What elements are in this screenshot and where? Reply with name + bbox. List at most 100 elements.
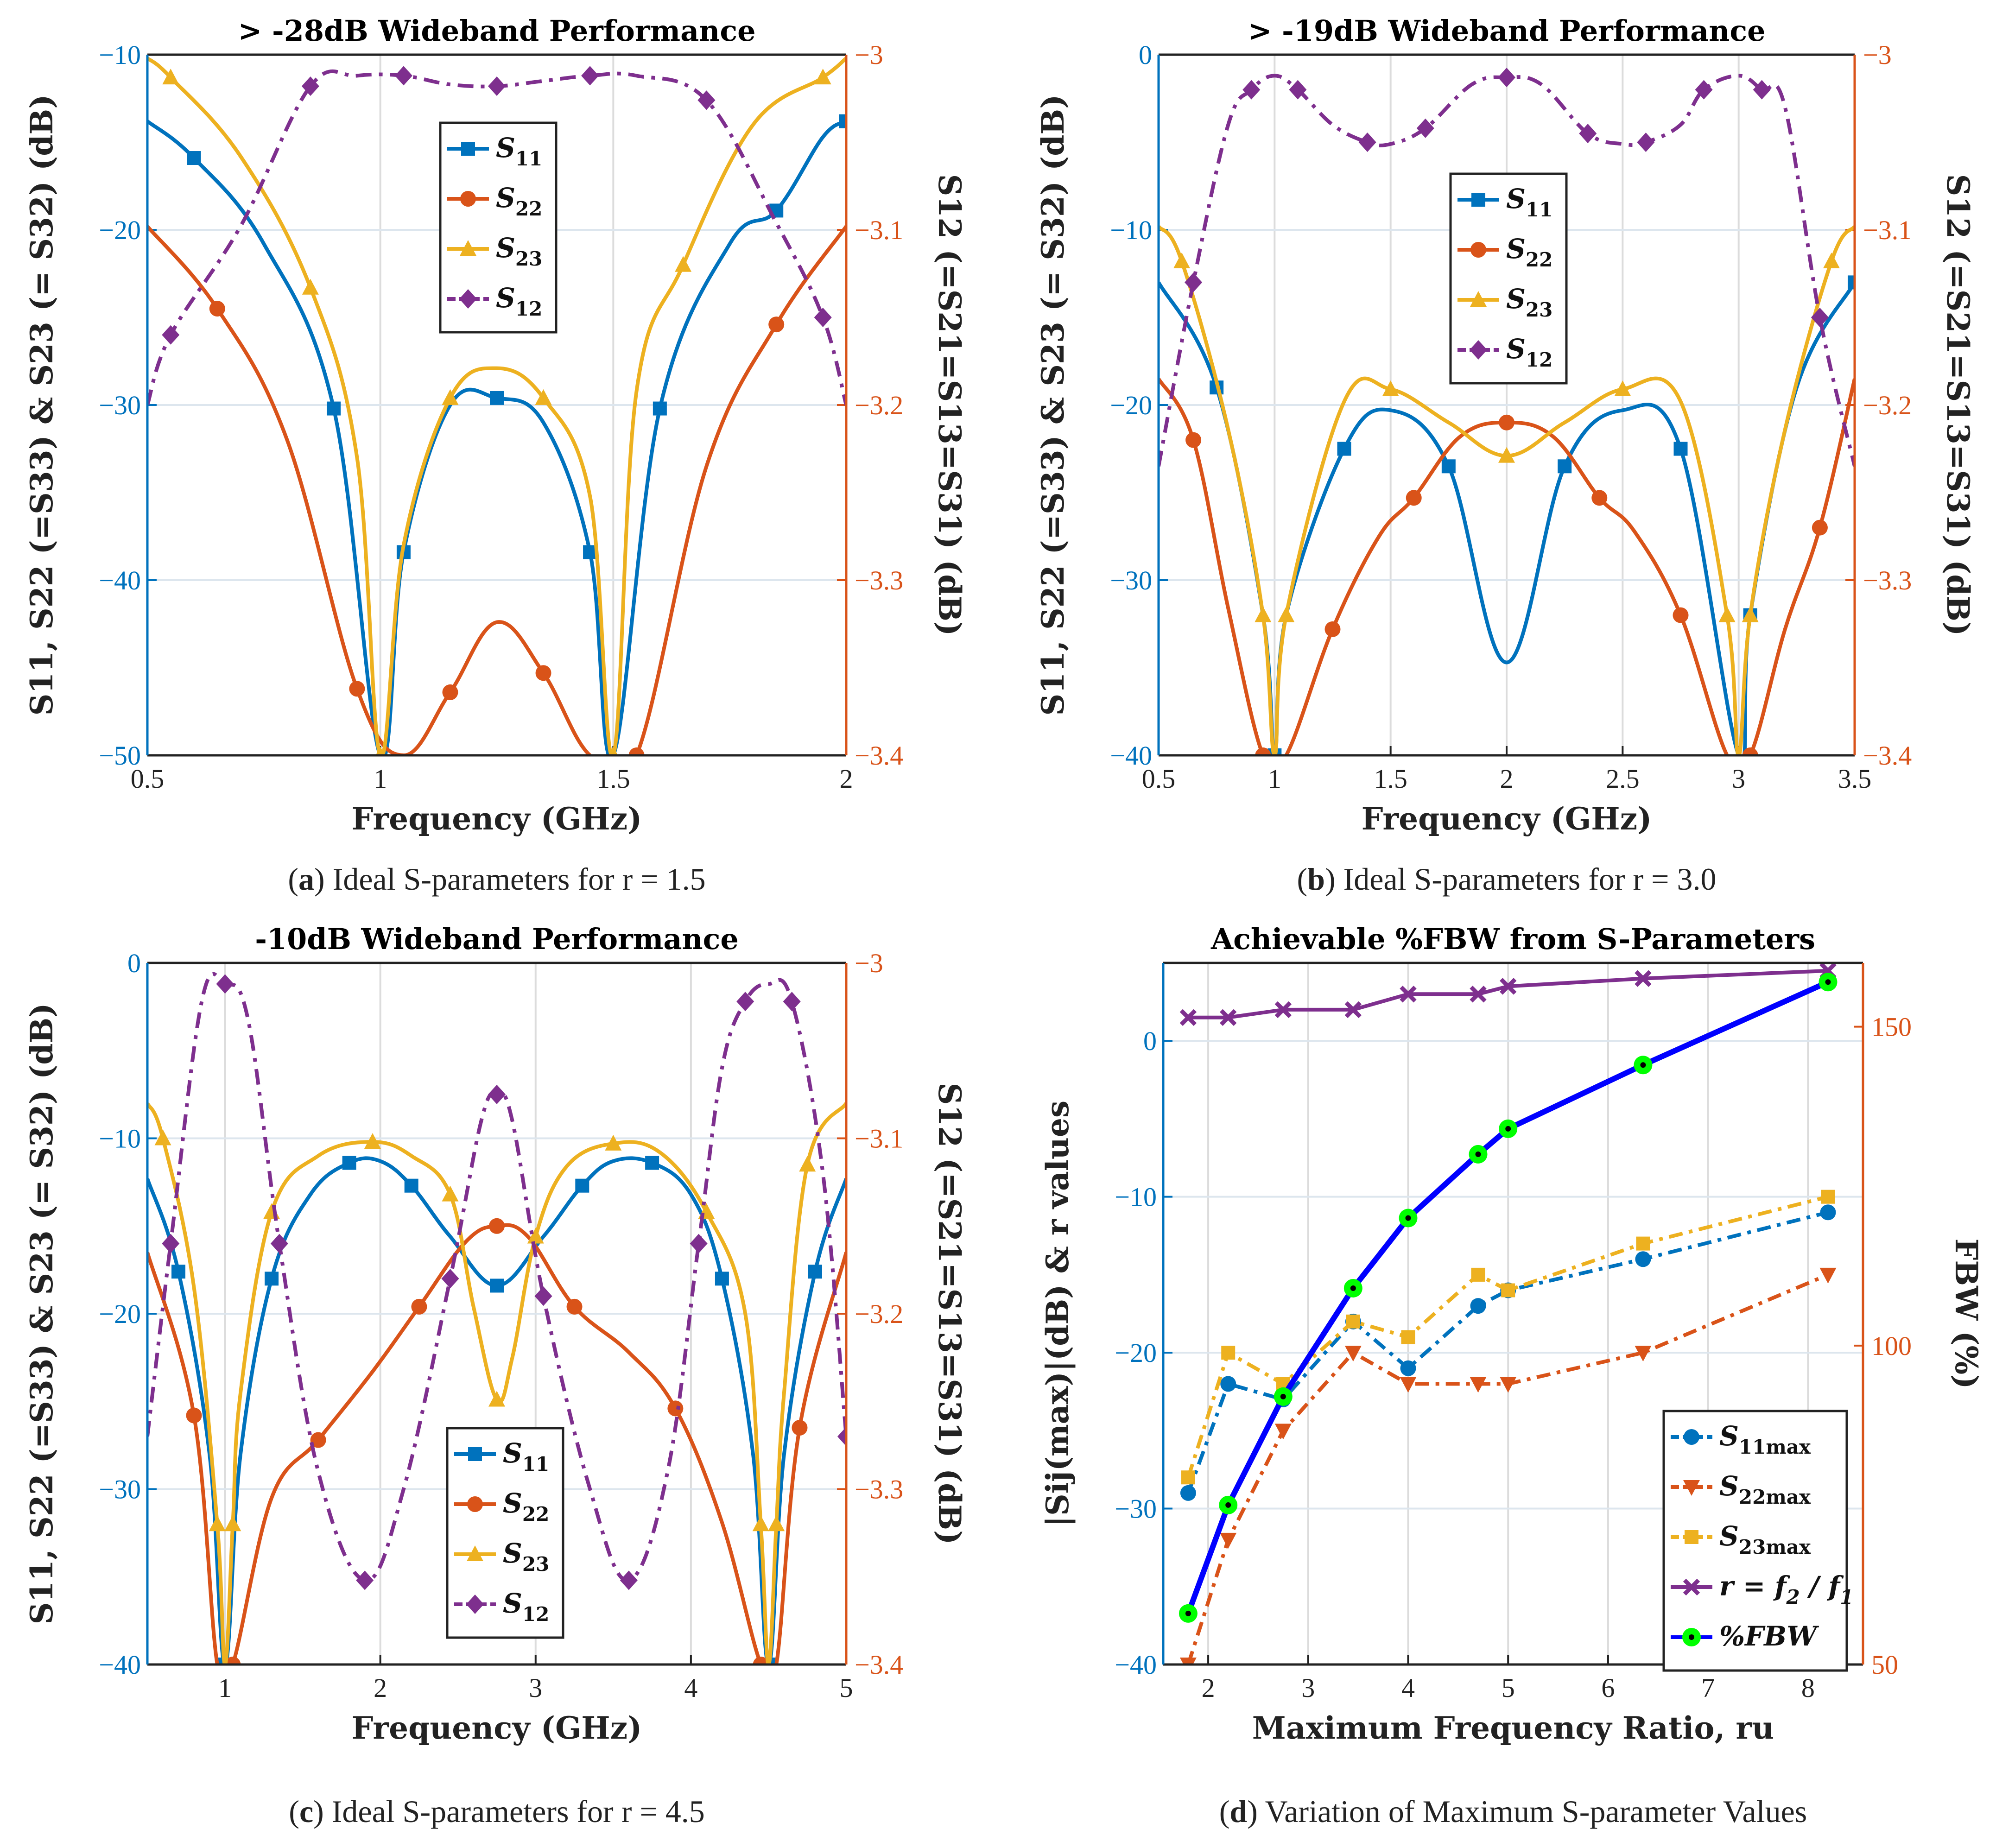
data-point bbox=[310, 1432, 326, 1448]
data-point bbox=[154, 1129, 171, 1146]
data-point bbox=[837, 1426, 846, 1446]
data-point bbox=[349, 681, 365, 697]
y2-tick-label: 50 bbox=[1871, 1650, 1898, 1680]
series-rf2f1 bbox=[1179, 963, 1837, 1026]
legend-marker bbox=[459, 289, 477, 309]
data-point bbox=[1499, 1119, 1518, 1138]
chart-a: 0.5 1 1.5 2 −50 −40 −30 −20 −10 −3.4 −3.3 −3.2 −3.1 −… bbox=[24, 14, 968, 897]
data-point bbox=[302, 278, 319, 295]
data-point bbox=[1471, 1267, 1485, 1282]
data-point bbox=[1812, 519, 1828, 536]
data-point bbox=[1635, 970, 1652, 987]
y2-tick-label: −3.2 bbox=[1863, 390, 1912, 420]
data-point bbox=[1180, 1485, 1196, 1501]
data-point bbox=[1401, 1330, 1415, 1344]
legend: S11max S22max S23max r = f2 / f1 %FBW bbox=[1662, 1410, 1854, 1672]
data-point bbox=[1274, 1001, 1292, 1019]
legend-label: S11 bbox=[496, 132, 542, 170]
y2-tick-label: −3.1 bbox=[855, 1124, 903, 1154]
series-FBW bbox=[1179, 973, 1838, 1623]
legend-label: S11 bbox=[503, 1437, 549, 1475]
data-point bbox=[442, 389, 459, 405]
data-point bbox=[1416, 118, 1434, 138]
data-point bbox=[1637, 133, 1655, 152]
x-tick-label: 1.5 bbox=[1374, 764, 1407, 794]
x-axis-label: Maximum Frequency Ratio, ru bbox=[1252, 1710, 1774, 1746]
y-tick-label: −40 bbox=[99, 565, 141, 595]
data-point bbox=[1635, 1251, 1651, 1267]
data-point bbox=[1695, 80, 1713, 100]
legend-label: S23 bbox=[503, 1538, 549, 1576]
data-point bbox=[1470, 986, 1487, 1003]
x-tick-label: 8 bbox=[1801, 1673, 1815, 1703]
series-S22 bbox=[147, 225, 846, 755]
data-point bbox=[162, 1234, 180, 1253]
y-tick-label: −20 bbox=[99, 1299, 141, 1329]
data-point bbox=[442, 1185, 459, 1202]
x-axis-label: Frequency (GHz) bbox=[1362, 801, 1652, 837]
legend: S11 S22 S23 S12 bbox=[439, 121, 558, 334]
x-tick-label: 3.5 bbox=[1838, 764, 1872, 794]
legend-label: S22 bbox=[1506, 233, 1552, 271]
series-S23 bbox=[1159, 225, 1855, 755]
y2-tick-label: −3.3 bbox=[1863, 565, 1912, 595]
legend-marker bbox=[461, 142, 475, 156]
data-point bbox=[1823, 253, 1840, 269]
y2-tick-label: −3 bbox=[1863, 40, 1892, 70]
data-point bbox=[1820, 1204, 1836, 1221]
data-point bbox=[675, 256, 692, 272]
x-tick-label: 2 bbox=[1202, 1673, 1215, 1703]
y2-tick-label: −3.4 bbox=[855, 1650, 903, 1680]
x-tick-label: 7 bbox=[1701, 1673, 1715, 1703]
data-point bbox=[1220, 1532, 1237, 1549]
data-point bbox=[1742, 747, 1758, 755]
data-point bbox=[628, 747, 645, 755]
series-S12 bbox=[147, 972, 846, 1590]
legend-marker bbox=[1685, 1530, 1698, 1544]
legend-marker bbox=[1471, 193, 1485, 207]
data-point bbox=[441, 1269, 459, 1289]
data-point bbox=[1181, 1470, 1195, 1485]
data-point bbox=[1499, 414, 1514, 430]
data-point bbox=[1742, 606, 1759, 622]
series-line bbox=[147, 57, 846, 755]
legend-marker bbox=[1470, 291, 1487, 307]
legend-marker bbox=[467, 1545, 483, 1561]
data-point bbox=[1399, 1209, 1418, 1228]
x-tick-label: 2 bbox=[1500, 764, 1514, 794]
data-point bbox=[1274, 1424, 1292, 1440]
data-point bbox=[814, 308, 832, 327]
data-point bbox=[225, 1657, 241, 1664]
data-point bbox=[814, 69, 831, 85]
figure-caption: (d) Variation of Maximum S-parameter Val… bbox=[1219, 1794, 1807, 1829]
legend-label: S22 bbox=[496, 182, 542, 220]
legend-label: S12 bbox=[503, 1588, 549, 1626]
data-point bbox=[209, 301, 225, 317]
series-line bbox=[147, 225, 846, 755]
data-point bbox=[270, 1234, 288, 1253]
data-point bbox=[404, 1178, 418, 1193]
x-tick-label: 4 bbox=[684, 1673, 697, 1703]
data-point bbox=[186, 1407, 202, 1424]
data-point bbox=[1220, 1009, 1237, 1026]
data-point bbox=[1470, 1298, 1486, 1314]
data-point bbox=[490, 1278, 504, 1293]
data-point bbox=[1400, 986, 1417, 1003]
legend-marker bbox=[468, 1447, 482, 1461]
y-tick-label: −40 bbox=[1115, 1650, 1157, 1680]
data-point bbox=[1406, 490, 1422, 506]
data-point bbox=[1634, 1056, 1653, 1075]
data-point bbox=[839, 114, 846, 128]
data-point bbox=[1819, 1267, 1837, 1284]
y2-tick-label: −3.2 bbox=[855, 1299, 903, 1329]
y-tick-label: −40 bbox=[1110, 740, 1152, 771]
data-point bbox=[1346, 1314, 1360, 1329]
data-point bbox=[1344, 1346, 1362, 1362]
x-tick-label: 3 bbox=[1301, 1673, 1315, 1703]
data-point bbox=[1673, 442, 1688, 456]
data-point bbox=[394, 66, 412, 86]
data-point bbox=[1220, 1376, 1236, 1392]
y2-tick-label: −3 bbox=[855, 40, 883, 70]
legend-box bbox=[1662, 1410, 1848, 1672]
